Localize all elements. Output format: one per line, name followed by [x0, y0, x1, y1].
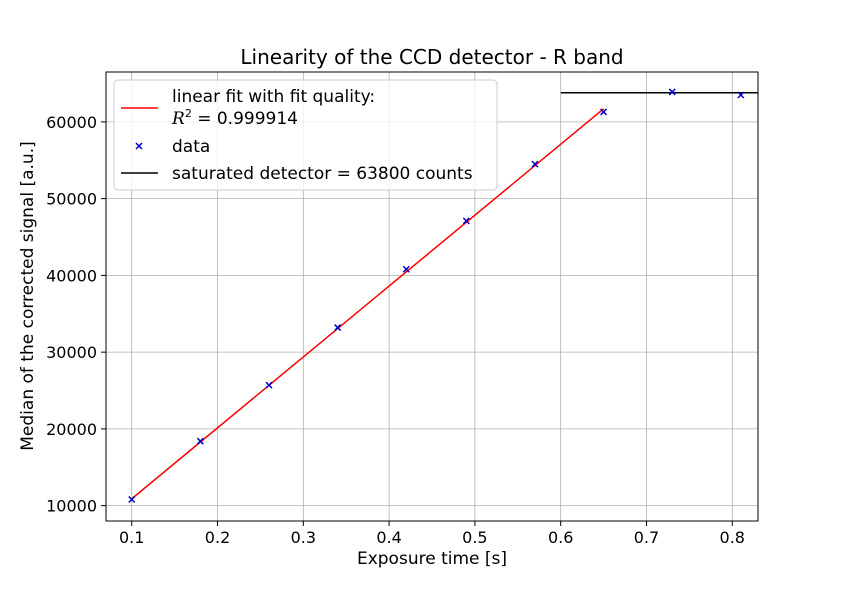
x-tick-label: 0.4	[376, 528, 401, 547]
x-axis: 0.1 0.2 0.3 0.4 0.5 0.6 0.7 0.8	[119, 521, 745, 547]
legend-data-swatch	[135, 142, 143, 150]
chart-title: Linearity of the CCD detector - R band	[240, 45, 623, 69]
y-axis: 10000 20000 30000 40000 50000 60000	[46, 113, 106, 516]
y-axis-label: Median of the corrected signal [a.u.]	[18, 141, 38, 450]
data-point	[196, 437, 204, 445]
legend-r-value: = 0.999914	[192, 109, 298, 129]
y-tick-label: 30000	[46, 343, 97, 362]
x-axis-label: Exposure time [s]	[357, 549, 507, 569]
legend-r-symbol: R	[171, 109, 185, 129]
data-point	[737, 91, 745, 99]
x-tick-label: 0.7	[634, 528, 659, 547]
y-tick-label: 40000	[46, 266, 97, 285]
data-point	[462, 217, 470, 225]
y-tick-label: 60000	[46, 113, 97, 132]
x-tick-label: 0.8	[720, 528, 745, 547]
data-point	[334, 324, 342, 332]
y-tick-label: 50000	[46, 190, 97, 209]
x-tick-label: 0.6	[548, 528, 573, 547]
data-point	[128, 495, 136, 504]
series-layer	[128, 88, 758, 504]
axes-frame	[105, 71, 759, 522]
plot-area	[128, 88, 758, 504]
data-point	[668, 88, 676, 96]
legend-box	[113, 79, 498, 191]
x-tick-label: 0.2	[205, 528, 230, 547]
x-tick-label: 0.3	[291, 528, 316, 547]
y-tick-label: 10000	[46, 497, 97, 516]
data-point	[265, 381, 273, 389]
data-point	[402, 265, 410, 273]
legend-r-superscript: 2	[185, 107, 192, 120]
x-tick-label: 0.5	[462, 528, 487, 547]
data-point	[600, 108, 608, 116]
y-tick-label: 20000	[46, 420, 97, 439]
linear-fit-line	[131, 108, 605, 500]
data-point	[531, 160, 539, 168]
legend-fit-quality: R2 = 0.999914	[171, 107, 298, 129]
legend-fit-label: linear fit with fit quality:	[172, 87, 375, 107]
legend: linear fit with fit quality: R2 = 0.9999…	[113, 79, 498, 191]
x-tick-label: 0.1	[119, 528, 144, 547]
legend-data-label: data	[172, 137, 210, 157]
legend-saturation-label: saturated detector = 63800 counts	[172, 164, 473, 184]
